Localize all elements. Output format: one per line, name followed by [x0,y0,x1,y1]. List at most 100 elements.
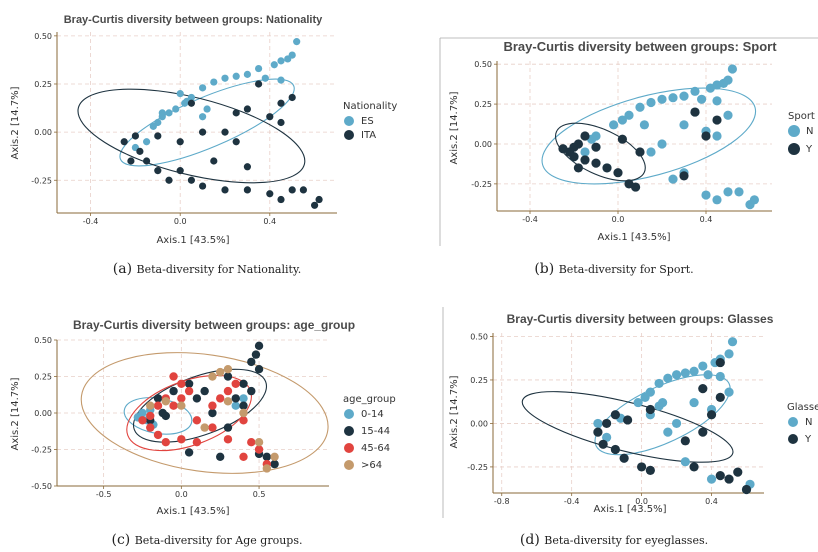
legend-title: Glasses [787,402,818,413]
data-point [216,367,225,377]
confidence-ellipse [119,78,295,167]
data-point [243,105,251,113]
data-point [689,366,699,376]
data-point [177,379,186,388]
data-point [712,131,722,141]
data-point [701,131,711,141]
data-point [127,157,135,165]
x-tick-label: 0.0 [174,217,187,226]
y-tick-label: 0.50 [34,32,52,41]
y-axis-label: Axis.2 [14.7%] [449,91,460,164]
confidence-ellipse [541,87,757,185]
confidence-ellipse [554,122,646,182]
legend-marker [344,116,354,126]
data-point [270,61,278,69]
data-point [243,70,251,78]
data-point [216,452,225,461]
data-point [631,182,641,192]
data-point [715,471,725,481]
legend-title: Nationality [343,101,397,112]
data-point [277,195,285,204]
data-point [619,453,629,463]
data-point [146,423,155,432]
data-point [719,78,729,88]
legend-marker [788,143,800,155]
y-tick-label: 0.25 [34,373,52,382]
data-point [293,38,301,46]
data-point [161,438,170,447]
data-point [208,408,217,418]
data-point [705,83,716,93]
data-point [138,416,147,425]
data-point [315,195,323,204]
data-point [208,423,217,432]
data-point [223,397,233,406]
data-point [216,394,225,403]
data-point [199,128,207,136]
data-point [177,394,186,403]
data-point [243,163,251,171]
legend: age_group 0-14 15-44 45-64 >64 [343,394,396,471]
data-point [646,147,656,157]
data-point [613,168,623,178]
legend-label: >64 [361,460,382,471]
data-point [680,436,690,446]
data-point [680,368,690,378]
data-point [153,394,163,403]
data-point [176,138,184,146]
data-point [149,122,157,130]
data-point [154,132,162,140]
y-axis-label: Axis.2 [14.7%] [10,377,21,450]
legend-label: ITA [361,130,376,141]
data-point [247,438,256,447]
data-point [610,410,620,420]
panel-b: -0.4 0.0 0.4 0.50 0.25 0.00 -0.25 Bray-Curtis d… [439,37,818,246]
data-point [223,386,233,396]
legend-marker [788,125,800,137]
data-point [208,372,217,381]
data-point [192,416,202,425]
data-point [591,142,601,152]
data-point [706,410,717,420]
data-point [645,465,655,475]
data-point [153,430,163,440]
data-point [712,195,722,205]
data-point [146,401,155,410]
data-point [158,109,166,117]
confidence-ellipse [521,391,734,463]
data-point [698,384,708,394]
data-point [624,110,634,120]
data-point [192,438,202,447]
data-point [679,171,689,181]
data-point [200,423,209,432]
y-tick-label: 0.50 [474,60,492,69]
data-point [277,76,285,84]
data-point [598,439,608,449]
data-point [610,444,620,455]
legend-marker [344,426,354,436]
data-point [727,64,738,74]
data-point [671,370,682,380]
chart-title: Bray-Curtis diversity between groups: Gl… [507,312,774,326]
data-point [192,394,202,403]
data-point [120,138,128,146]
data-point [654,401,664,411]
grid [57,339,329,487]
legend-title: age_group [343,394,396,405]
data-point [617,115,628,125]
data-point [284,55,292,63]
y-tick-label: 0.00 [34,128,52,137]
data-point [715,392,725,402]
data-point [712,115,722,125]
data-point [254,445,264,454]
data-point [277,57,285,65]
x-tick-label: -0.8 [494,497,510,506]
data-point [154,167,162,175]
legend-marker [344,460,354,470]
data-point [247,357,256,367]
data-point [723,187,733,197]
x-tick-label: 0.0 [612,215,625,224]
data-point [131,132,139,140]
data-point [706,474,717,484]
data-point [657,94,667,104]
